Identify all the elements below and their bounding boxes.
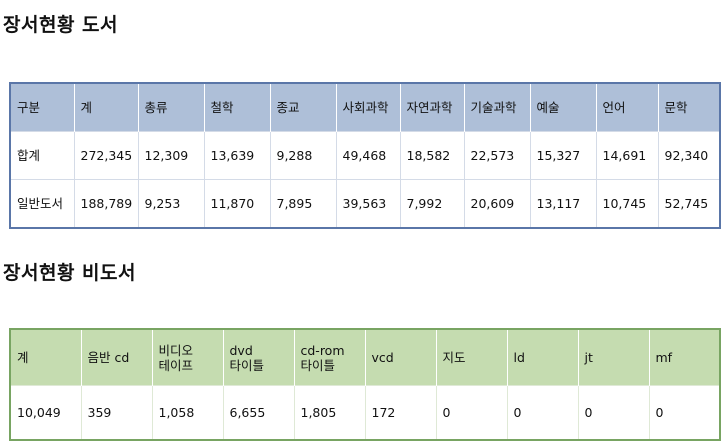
table-header-row: 계 음반 cd 비디오 테이프 dvd 타이틀 cd-rom 타이틀 vcd 지…	[10, 329, 720, 386]
table-cell: 6,655	[222, 385, 294, 440]
column-header: 계	[10, 329, 81, 386]
table-cell: 1,805	[293, 385, 365, 440]
table-cell: 12,309	[137, 131, 204, 180]
table-cell: 359	[80, 385, 152, 440]
table-cell: 13,639	[203, 131, 270, 180]
table-cell: 15,327	[529, 131, 596, 180]
column-header: ld	[506, 329, 578, 386]
column-header: 사회과학	[335, 83, 400, 132]
column-header: 비디오 테이프	[151, 329, 223, 386]
column-header: 총류	[137, 83, 204, 132]
table-cell: 0	[648, 385, 720, 440]
column-header: cd-rom 타이틀	[293, 329, 365, 386]
table-cell: 7,992	[399, 179, 464, 228]
table-row: 10,049 359 1,058 6,655 1,805 172 0 0 0 0	[10, 385, 720, 440]
column-header: 예술	[529, 83, 596, 132]
table-cell: 52,745	[657, 179, 720, 228]
column-header: 자연과학	[399, 83, 464, 132]
table-cell: 9,253	[137, 179, 204, 228]
table-header-row: 구분 계 총류 철학 종교 사회과학 자연과학 기술과학 예술 언어 문학	[10, 83, 720, 132]
table-cell: 272,345	[73, 131, 138, 180]
table-cell: 20,609	[463, 179, 530, 228]
column-header: 언어	[595, 83, 658, 132]
books-holdings-table: 구분 계 총류 철학 종교 사회과학 자연과학 기술과학 예술 언어 문학 합계…	[9, 82, 721, 229]
table-cell: 7,895	[269, 179, 336, 228]
table-cell: 13,117	[529, 179, 596, 228]
table-cell: 10,745	[595, 179, 658, 228]
table-cell: 22,573	[463, 131, 530, 180]
table-cell: 39,563	[335, 179, 400, 228]
column-header: mf	[648, 329, 720, 386]
nonbooks-holdings-table: 계 음반 cd 비디오 테이프 dvd 타이틀 cd-rom 타이틀 vcd 지…	[9, 328, 721, 441]
table-cell: 0	[435, 385, 507, 440]
column-header: 문학	[657, 83, 720, 132]
table-cell: 9,288	[269, 131, 336, 180]
table-cell: 49,468	[335, 131, 400, 180]
table-cell: 14,691	[595, 131, 658, 180]
table-row: 일반도서 188,789 9,253 11,870 7,895 39,563 7…	[10, 179, 720, 228]
column-header: dvd 타이틀	[222, 329, 294, 386]
column-header: 구분	[10, 83, 74, 132]
table-cell: 188,789	[73, 179, 138, 228]
table-cell: 1,058	[151, 385, 223, 440]
table-cell: 11,870	[203, 179, 270, 228]
table-cell: 0	[506, 385, 578, 440]
table-cell: 10,049	[10, 385, 81, 440]
table-cell: 0	[577, 385, 649, 440]
column-header: 음반 cd	[80, 329, 152, 386]
column-header: jt	[577, 329, 649, 386]
table-cell: 18,582	[399, 131, 464, 180]
nonbooks-section-title: 장서현황 비도서	[3, 262, 136, 284]
row-label: 일반도서	[10, 179, 74, 228]
column-header: vcd	[364, 329, 436, 386]
books-section-title: 장서현황 도서	[3, 14, 118, 36]
table-cell: 92,340	[657, 131, 720, 180]
column-header: 기술과학	[463, 83, 530, 132]
row-label: 합계	[10, 131, 74, 180]
table-row: 합계 272,345 12,309 13,639 9,288 49,468 18…	[10, 131, 720, 180]
table-cell: 172	[364, 385, 436, 440]
column-header: 계	[73, 83, 138, 132]
column-header: 지도	[435, 329, 507, 386]
column-header: 종교	[269, 83, 336, 132]
column-header: 철학	[203, 83, 270, 132]
